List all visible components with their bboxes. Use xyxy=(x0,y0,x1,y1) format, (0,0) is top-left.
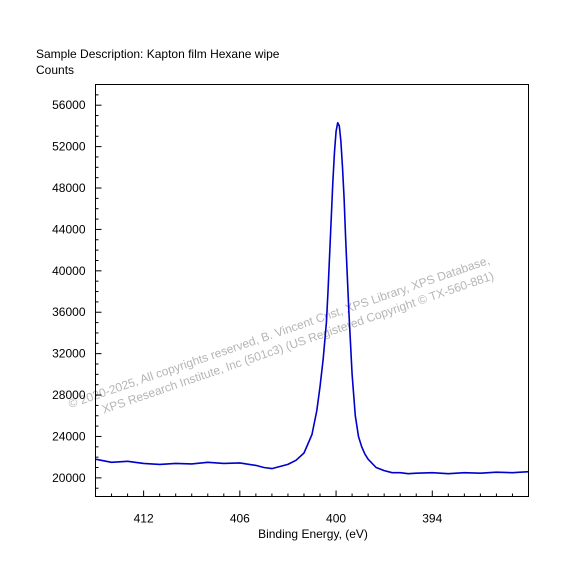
chart-title: Sample Description: Kapton film Hexane w… xyxy=(36,47,280,61)
y-tick-label: 52000 xyxy=(52,140,86,154)
series-line xyxy=(95,122,529,475)
y-tick-label: 20000 xyxy=(52,471,86,485)
y-tick-label: 44000 xyxy=(52,222,86,236)
x-tick-label: 406 xyxy=(230,512,250,526)
watermark-line-2: XPS Research Institute, Inc (501c3) (US … xyxy=(100,269,496,417)
x-axis: 412 406 400 394 xyxy=(111,490,513,526)
y-axis: 20000 24000 28000 32000 36000 40000 44000 48000… xyxy=(52,94,102,489)
x-tick-label: 400 xyxy=(326,512,346,526)
y-axis-label: Counts xyxy=(36,63,75,77)
series-layer xyxy=(95,122,529,475)
watermark-line-1: © 2020-2025, All copyrights reserved, B.… xyxy=(67,253,492,411)
plot-area-frame xyxy=(95,84,529,497)
y-tick-label: 56000 xyxy=(52,98,86,112)
y-tick-label: 48000 xyxy=(52,181,86,195)
x-tick-label: 394 xyxy=(422,512,442,526)
y-tick-label: 40000 xyxy=(52,264,86,278)
x-axis-label: Binding Energy, (eV) xyxy=(258,527,368,541)
copyright-watermark: © 2020-2025, All copyrights reserved, B.… xyxy=(67,253,496,417)
y-tick-label: 32000 xyxy=(52,347,86,361)
y-tick-label: 24000 xyxy=(52,429,86,443)
x-tick-label: 412 xyxy=(134,512,154,526)
y-tick-label: 28000 xyxy=(52,388,86,402)
y-tick-label: 36000 xyxy=(52,305,86,319)
